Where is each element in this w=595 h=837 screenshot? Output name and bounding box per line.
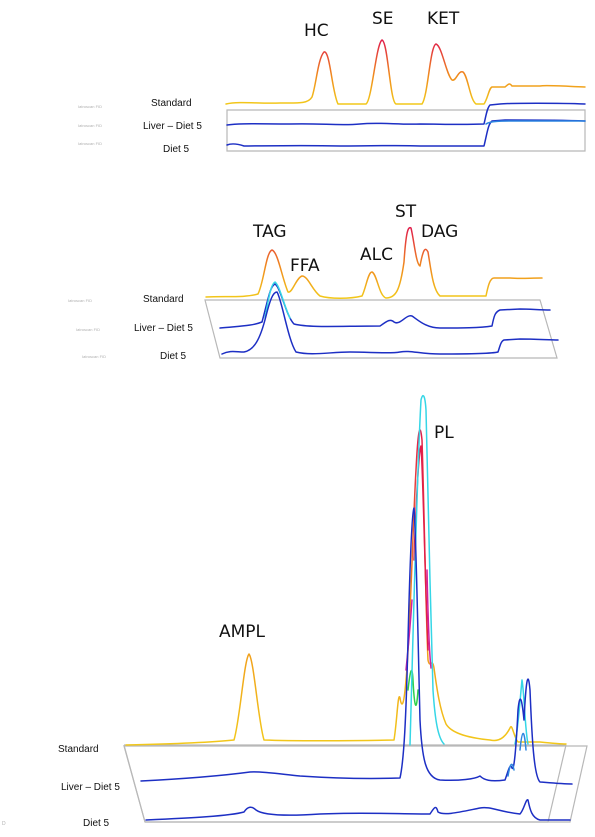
panel-2-row-liver: Liver – Diet 5 [134, 323, 193, 334]
panel-3: AMPL PL Standard Liver – Diet 5 Diet 5 D [2, 394, 588, 829]
panel-3-frame [123, 745, 588, 823]
panel-1-row-liver: Liver – Diet 5 [143, 121, 202, 132]
panel-3-row-liver: Liver – Diet 5 [61, 782, 120, 793]
panel-2-standard-trace [205, 226, 543, 299]
panel-3-frame-left [123, 744, 146, 823]
panel-2-instrument-label-3: Iatroscan FID [82, 354, 106, 359]
panel-1-diet5-trace-b [485, 120, 586, 125]
panel-2: TAG FFA ALC ST DAG Iatroscan FID Iatrosc… [68, 202, 559, 362]
panel-2-instrument-label-1: Iatroscan FID [68, 298, 92, 303]
panel-3-row-diet5: Diet 5 [83, 818, 110, 829]
panel-1-instrument-label-2: Iatroscan FID [78, 123, 102, 128]
panel-2-peak-st: ST [395, 202, 417, 222]
panel-1-peak-hc: HC [304, 21, 329, 41]
panel-2-liver-cyan [264, 281, 291, 319]
panel-2-peak-alc: ALC [360, 245, 393, 265]
panel-1-diet5-trace [226, 119, 586, 147]
panel-1-instrument-label-3: Iatroscan FID [78, 141, 102, 146]
panel-1-row-standard: Standard [151, 98, 192, 109]
panel-2-instrument-label-2: Iatroscan FID [76, 327, 100, 332]
panel-3-standard-pl-cyan [409, 394, 445, 746]
panel-3-peak-ampl: AMPL [219, 622, 266, 642]
panel-2-row-standard: Standard [143, 294, 184, 305]
panel-3-liver-trace [140, 507, 573, 785]
panel-3-instrument-label: D [2, 821, 6, 827]
panel-1-peak-ket: KET [427, 9, 460, 29]
panel-3-standard-trace [125, 429, 567, 746]
panel-1-frame [226, 109, 586, 152]
panel-3-peak-pl: PL [434, 423, 454, 443]
panel-1-standard-trace [225, 39, 586, 105]
panel-1-peak-se: SE [372, 9, 394, 29]
panel-2-peak-ffa: FFA [290, 256, 320, 276]
panel-2-frame [204, 299, 558, 359]
panel-2-row-diet5: Diet 5 [160, 351, 187, 362]
panel-1-instrument-label-1: Iatroscan FID [78, 104, 102, 109]
panel-1-liver-trace [226, 102, 586, 126]
panel-3-diet5-trace [145, 799, 571, 821]
panel-2-peak-dag: DAG [421, 222, 458, 242]
panel-3-standard-pl-green [407, 669, 419, 706]
panel-1-row-diet5: Diet 5 [163, 144, 190, 155]
panel-2-peak-tag: TAG [252, 222, 287, 242]
panel-3-standard-pl-magenta [405, 569, 432, 671]
panel-2-diet5-trace [221, 291, 559, 355]
panel-1: HC SE KET Iatroscan FID Iatroscan FID Ia… [78, 9, 586, 155]
panel-3-liver-right-light [507, 732, 527, 777]
panel-3-row-standard: Standard [58, 744, 99, 755]
